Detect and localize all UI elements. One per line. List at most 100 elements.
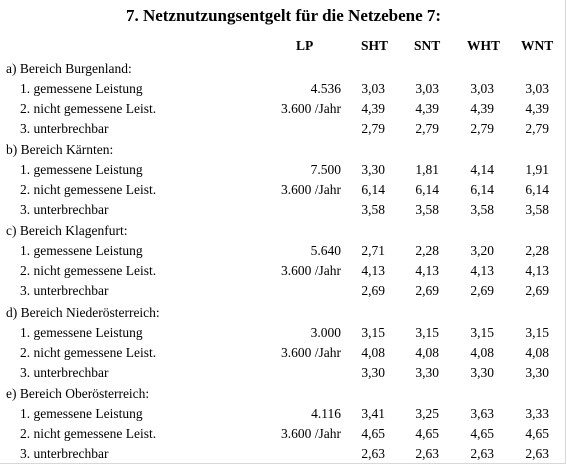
section-label: e) Bereich Oberösterreich:	[6, 386, 150, 401]
cell-sht: 2,69	[361, 283, 385, 298]
cell-snt: 1,81	[415, 162, 439, 177]
cell-sht: 4,39	[361, 101, 385, 116]
row-label: 2. nicht gemessene Leist.	[20, 182, 157, 197]
section-header: c) Bereich Klagenfurt:	[0, 223, 567, 241]
cell-wht: 4,39	[470, 101, 494, 116]
table-row: 3. unterbrechbar 3,30 3,30 3,30 3,30	[0, 365, 567, 383]
column-header-snt: SNT	[414, 38, 441, 53]
cell-wnt: 4,13	[525, 263, 549, 278]
cell-wnt: 3,33	[525, 406, 549, 421]
cell-wnt: 3,03	[525, 81, 549, 96]
row-label: 1. gemessene Leistung	[20, 81, 143, 96]
cell-sht: 2,63	[361, 446, 385, 461]
cell-snt: 2,69	[415, 283, 439, 298]
cell-sht: 2,71	[361, 243, 385, 258]
cell-wht: 6,14	[470, 182, 494, 197]
cell-snt: 3,30	[415, 365, 439, 380]
section-header: a) Bereich Burgenland:	[0, 61, 567, 79]
row-label: 2. nicht gemessene Leist.	[20, 263, 157, 278]
cell-sht: 3,30	[361, 365, 385, 380]
cell-wnt: 2,69	[525, 283, 549, 298]
row-label: 1. gemessene Leistung	[20, 162, 143, 177]
cell-wnt: 2,79	[525, 121, 549, 136]
table-row: 1. gemessene Leistung 7.500 3,30 1,81 4,14 1,…	[0, 162, 567, 180]
cell-wht: 4,65	[470, 426, 494, 441]
cell-snt: 3,25	[415, 406, 439, 421]
cell-lp: 4.536	[310, 81, 341, 96]
cell-wnt: 2,63	[525, 446, 549, 461]
row-label: 3. unterbrechbar	[20, 446, 109, 461]
cell-wht: 2,69	[470, 283, 494, 298]
cell-lp: 5.640	[310, 243, 341, 258]
table-row: 2. nicht gemessene Leist. 3.600 /Jahr 4,13…	[0, 263, 567, 281]
cell-sht: 3,41	[361, 406, 385, 421]
row-label: 3. unterbrechbar	[20, 202, 109, 217]
row-label: 2. nicht gemessene Leist.	[20, 101, 157, 116]
cell-wht: 2,79	[470, 121, 494, 136]
table-row: 2. nicht gemessene Leist. 3.600 /Jahr 4,39…	[0, 101, 567, 119]
section-header: e) Bereich Oberösterreich:	[0, 386, 567, 404]
cell-sht: 2,79	[361, 121, 385, 136]
cell-lp: 7.500	[310, 162, 341, 177]
cell-sht: 4,65	[361, 426, 385, 441]
section-header: b) Bereich Kärnten:	[0, 142, 567, 160]
cell-lp: 3.600 /Jahr	[281, 182, 341, 197]
cell-snt: 3,15	[415, 325, 439, 340]
table-row: 3. unterbrechbar 2,79 2,79 2,79 2,79	[0, 121, 567, 139]
cell-snt: 2,63	[415, 446, 439, 461]
row-label: 2. nicht gemessene Leist.	[20, 345, 157, 360]
cell-wht: 2,63	[470, 446, 494, 461]
cell-wnt: 1,91	[525, 162, 549, 177]
cell-sht: 6,14	[361, 182, 385, 197]
cell-sht: 3,15	[361, 325, 385, 340]
cell-sht: 4,13	[361, 263, 385, 278]
table-row: 2. nicht gemessene Leist. 3.600 /Jahr 4,65…	[0, 426, 567, 444]
cell-sht: 3,58	[361, 202, 385, 217]
page-title: 7. Netznutzungsentgelt für die Netzebene…	[125, 6, 442, 25]
cell-snt: 4,13	[415, 263, 439, 278]
row-label: 3. unterbrechbar	[20, 365, 109, 380]
cell-wht: 4,13	[470, 263, 494, 278]
cell-lp: 3.600 /Jahr	[281, 426, 341, 441]
cell-wnt: 2,28	[525, 243, 549, 258]
cell-lp: 3.600 /Jahr	[281, 101, 341, 116]
row-label: 1. gemessene Leistung	[20, 406, 143, 421]
section-label: a) Bereich Burgenland:	[6, 61, 132, 76]
cell-sht: 4,08	[361, 345, 385, 360]
column-header-wnt: WNT	[521, 38, 554, 53]
row-label: 1. gemessene Leistung	[20, 325, 143, 340]
table-row: 3. unterbrechbar 2,69 2,69 2,69 2,69	[0, 283, 567, 301]
cell-wht: 4,08	[470, 345, 494, 360]
cell-wht: 3,15	[470, 325, 494, 340]
table-row: 1. gemessene Leistung 4.536 3,03 3,03 3,03 3,…	[0, 81, 567, 99]
row-label: 1. gemessene Leistung	[20, 243, 143, 258]
cell-lp: 3.600 /Jahr	[281, 345, 341, 360]
table-row: 3. unterbrechbar 2,63 2,63 2,63 2,63	[0, 446, 567, 464]
cell-wnt: 3,30	[525, 365, 549, 380]
cell-wht: 3,58	[470, 202, 494, 217]
section-label: d) Bereich Niederösterreich:	[6, 305, 160, 320]
cell-wht: 4,14	[470, 162, 494, 177]
column-header-lp: LP	[296, 38, 314, 53]
cell-lp: 4.116	[311, 406, 341, 421]
cell-sht: 3,03	[361, 81, 385, 96]
cell-wht: 3,30	[470, 365, 494, 380]
column-header-sht: SHT	[361, 38, 389, 53]
cell-wnt: 4,39	[525, 101, 549, 116]
cell-wnt: 4,65	[525, 426, 549, 441]
cell-wnt: 6,14	[525, 182, 549, 197]
table-row: 2. nicht gemessene Leist. 3.600 /Jahr 6,14…	[0, 182, 567, 200]
cell-lp: 3.000	[310, 325, 341, 340]
cell-snt: 3,03	[415, 81, 439, 96]
cell-snt: 3,58	[415, 202, 439, 217]
cell-snt: 6,14	[415, 182, 439, 197]
table-row: 3. unterbrechbar 3,58 3,58 3,58 3,58	[0, 202, 567, 220]
section-header: d) Bereich Niederösterreich:	[0, 305, 567, 323]
cell-snt: 2,28	[415, 243, 439, 258]
cell-wnt: 4,08	[525, 345, 549, 360]
cell-wht: 3,20	[470, 243, 494, 258]
row-label: 2. nicht gemessene Leist.	[20, 426, 157, 441]
cell-wht: 3,03	[470, 81, 494, 96]
section-label: b) Bereich Kärnten:	[6, 142, 114, 157]
